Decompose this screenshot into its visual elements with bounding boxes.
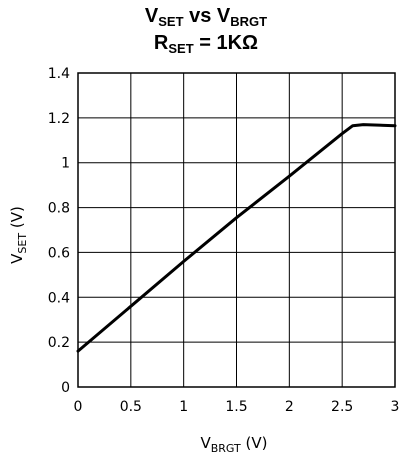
- title2-rest: = 1KΩ: [194, 32, 258, 54]
- x-tick-label: 2: [285, 399, 294, 415]
- x-tick-labels: 0 0.5 1 1.5 2 2.5 3: [74, 399, 400, 415]
- series-line: [76, 123, 397, 353]
- x-tick-label: 1: [179, 399, 188, 415]
- y-tick-label: 1.2: [48, 111, 70, 127]
- x-tick-label: 0: [74, 399, 83, 415]
- title2-sub1: SET: [168, 41, 193, 56]
- y-tick-labels: 0 0.2 0.4 0.6 0.8 1 1.2 1.4: [48, 66, 70, 396]
- y-tick-label: 0.8: [48, 201, 70, 217]
- title1-mid: vs V: [184, 5, 231, 27]
- title1-main1: V: [145, 5, 159, 27]
- y-axis-unit: (V): [8, 206, 26, 233]
- chart-title-line1: VSET vs VBRGT: [145, 5, 267, 29]
- y-tick-label: 1.4: [48, 66, 70, 82]
- y-tick-label: 1: [61, 156, 70, 172]
- x-axis-label: VBRGT (V): [200, 434, 267, 455]
- grid: [77, 72, 396, 388]
- x-axis-unit: (V): [241, 434, 268, 452]
- y-tick-label: 0.2: [48, 335, 70, 351]
- title1-sub2: BRGT: [230, 14, 267, 29]
- plot-frame: [77, 72, 396, 388]
- chart-title-line2: RSET = 1KΩ: [154, 32, 258, 56]
- x-axis-main: V: [200, 434, 211, 452]
- y-tick-label: 0: [61, 380, 70, 396]
- title2-main1: R: [154, 32, 169, 54]
- x-tick-label: 1.5: [225, 399, 247, 415]
- x-tick-label: 2.5: [331, 399, 353, 415]
- y-tick-label: 0.6: [48, 245, 70, 261]
- x-tick-label: 3: [391, 399, 400, 415]
- y-axis-sub: SET: [16, 233, 29, 254]
- x-tick-label: 0.5: [120, 399, 142, 415]
- y-tick-label: 0.4: [48, 290, 70, 306]
- y-axis-label: VSET (V): [8, 206, 29, 264]
- title1-sub1: SET: [158, 14, 183, 29]
- x-axis-sub: BRGT: [211, 442, 241, 455]
- y-axis-main: V: [8, 253, 26, 264]
